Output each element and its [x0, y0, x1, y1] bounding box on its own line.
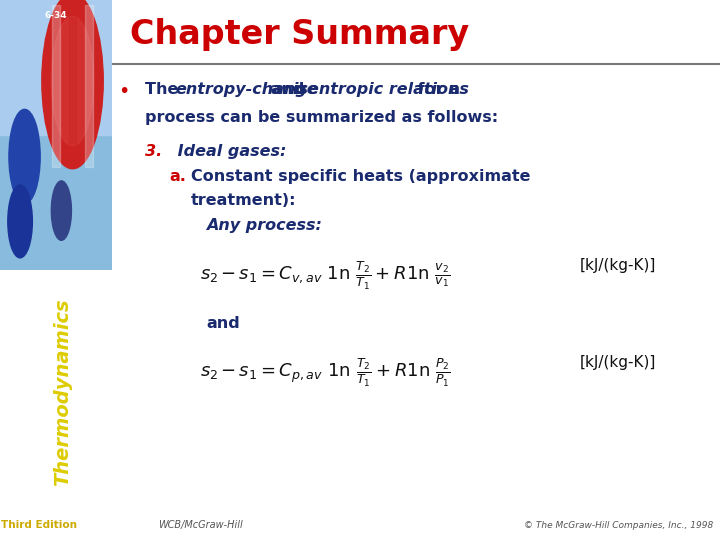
- Text: Çengel: Çengel: [43, 297, 82, 307]
- Text: Any process:: Any process:: [206, 218, 322, 233]
- Bar: [52, 5, 60, 167]
- Text: Third Edition: Third Edition: [1, 520, 78, 530]
- Ellipse shape: [51, 181, 71, 240]
- Text: a.: a.: [169, 170, 186, 185]
- Bar: [86, 5, 93, 167]
- Text: •: •: [117, 82, 129, 100]
- Text: © The McGraw-Hill Companies, Inc., 1998: © The McGraw-Hill Companies, Inc., 1998: [523, 521, 713, 530]
- Ellipse shape: [9, 109, 40, 204]
- Bar: [0, 284, 12, 510]
- Text: treatment):: treatment):: [191, 193, 296, 208]
- Text: [kJ/(kg-K)]: [kJ/(kg-K)]: [580, 355, 657, 370]
- Text: 3.: 3.: [145, 144, 162, 159]
- Ellipse shape: [42, 0, 103, 168]
- Text: and: and: [206, 316, 240, 332]
- Text: [kJ/(kg-K)]: [kJ/(kg-K)]: [580, 258, 657, 273]
- Text: 6-34: 6-34: [45, 11, 67, 20]
- Text: Constant specific heats (approximate: Constant specific heats (approximate: [191, 170, 530, 185]
- Ellipse shape: [8, 185, 32, 258]
- Text: for a: for a: [412, 82, 459, 97]
- Ellipse shape: [51, 16, 94, 146]
- Text: Chapter Summary: Chapter Summary: [130, 18, 469, 51]
- Text: The: The: [145, 82, 184, 97]
- Text: Thermodynamics: Thermodynamics: [53, 299, 72, 486]
- Bar: [68, 5, 76, 167]
- Text: isentropic relations: isentropic relations: [293, 82, 469, 97]
- Text: $s_2\, \mathit{-}\, s_1 = C_{v,av}\ 1\mathrm{n}\ \frac{T_2}{T_1} + R\mathrm{1n}\: $s_2\, \mathit{-}\, s_1 = C_{v,av}\ 1\ma…: [200, 260, 450, 292]
- Bar: [0, 0, 112, 135]
- Text: process can be summarized as follows:: process can be summarized as follows:: [145, 110, 498, 125]
- Text: entropy-change: entropy-change: [176, 82, 318, 97]
- Text: Ideal gases:: Ideal gases:: [173, 144, 287, 159]
- Text: WCB/McGraw-Hill: WCB/McGraw-Hill: [158, 520, 243, 530]
- Text: and: and: [265, 82, 310, 97]
- Text: Boles: Boles: [48, 320, 78, 330]
- Text: $s_2\, \mathit{-}\, s_1 = C_{p,av}\ 1\mathrm{n}\ \frac{T_2}{T_1} + R\mathrm{1n}\: $s_2\, \mathit{-}\, s_1 = C_{p,av}\ 1\ma…: [200, 357, 451, 389]
